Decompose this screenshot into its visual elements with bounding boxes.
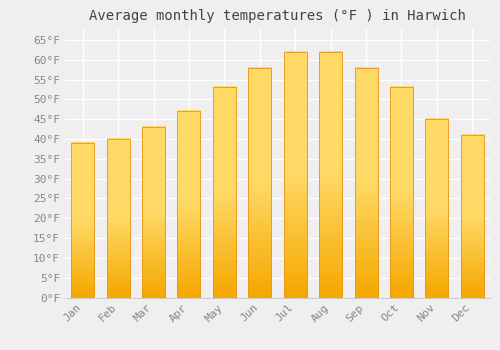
Bar: [390, 88, 413, 298]
Bar: [213, 88, 236, 298]
Bar: [248, 68, 272, 298]
Bar: [106, 139, 130, 298]
Bar: [284, 52, 306, 298]
Bar: [461, 135, 484, 298]
Bar: [71, 143, 94, 298]
Bar: [354, 68, 378, 298]
Bar: [213, 88, 236, 298]
Bar: [178, 111, 201, 298]
Bar: [142, 127, 165, 298]
Bar: [319, 52, 342, 298]
Title: Average monthly temperatures (°F ) in Harwich: Average monthly temperatures (°F ) in Ha…: [89, 9, 466, 23]
Bar: [426, 119, 448, 298]
Bar: [248, 68, 272, 298]
Bar: [354, 68, 378, 298]
Bar: [71, 143, 94, 298]
Bar: [461, 135, 484, 298]
Bar: [390, 88, 413, 298]
Bar: [426, 119, 448, 298]
Bar: [284, 52, 306, 298]
Bar: [178, 111, 201, 298]
Bar: [106, 139, 130, 298]
Bar: [142, 127, 165, 298]
Bar: [319, 52, 342, 298]
